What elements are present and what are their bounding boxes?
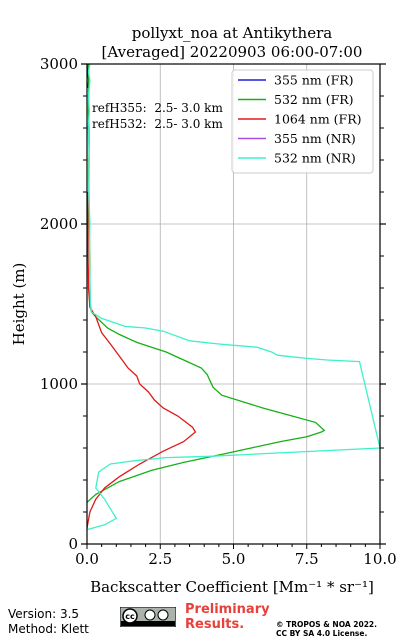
- series-line-532-nm-nr-: [86, 63, 381, 531]
- y-tick-label: 2000: [40, 215, 78, 233]
- chart: pollyxt_noa at Antikythera [Averaged] 20…: [10, 24, 397, 596]
- copyright-notice: © TROPOS & NOA 2022. CC BY SA 4.0 Licens…: [276, 620, 377, 638]
- legend: 355 nm (FR) 532 nm (FR) 1064 nm (FR) 355 nm…: [231, 69, 374, 174]
- x-tick-label: 0.0: [75, 550, 99, 568]
- y-tick-label: 3000: [40, 55, 78, 73]
- series-layer: [86, 63, 381, 531]
- legend-entry: 355 nm (FR): [274, 73, 354, 88]
- svg-text:cc: cc: [125, 612, 135, 621]
- chart-title-line2: [Averaged] 20220903 06:00-07:00: [102, 43, 363, 61]
- legend-entry: 355 nm (NR): [274, 131, 356, 146]
- preliminary-notice: Preliminary Results.: [185, 602, 270, 632]
- x-tick-label: 2.5: [148, 550, 172, 568]
- legend-entry: 1064 nm (FR): [274, 112, 362, 127]
- x-tick-label: 7.5: [295, 550, 319, 568]
- ticks: 0.0 2.5 5.0 7.5 10.0 0 1000 2000 3000: [40, 55, 397, 568]
- series-line-1064-nm-fr-: [86, 191, 197, 529]
- y-tick-label: 0: [68, 535, 78, 553]
- legend-entry: 532 nm (NR): [274, 151, 356, 166]
- y-axis-label: Height (m): [10, 263, 28, 346]
- method-label: Method: Klett: [8, 622, 89, 636]
- annotation-refh532: refH532: 2.5- 3.0 km: [92, 117, 223, 131]
- copyright-line1: © TROPOS & NOA 2022.: [276, 620, 378, 629]
- y-tick-label: 1000: [40, 375, 78, 393]
- chart-title-line1: pollyxt_noa at Antikythera: [132, 24, 332, 42]
- x-axis-label: Backscatter Coefficient [Mm⁻¹ * sr⁻¹]: [90, 578, 374, 596]
- x-tick-label: 5.0: [222, 550, 246, 568]
- version-label: Version: 3.5: [8, 607, 80, 621]
- x-tick-label: 10.0: [363, 550, 396, 568]
- cc-by-sa-icon: cc: [120, 607, 176, 627]
- copyright-line2: CC BY SA 4.0 License.: [276, 629, 368, 638]
- annotation-refh355: refH355: 2.5- 3.0 km: [92, 101, 223, 115]
- legend-box: [231, 69, 374, 174]
- legend-entry: 532 nm (FR): [274, 92, 354, 107]
